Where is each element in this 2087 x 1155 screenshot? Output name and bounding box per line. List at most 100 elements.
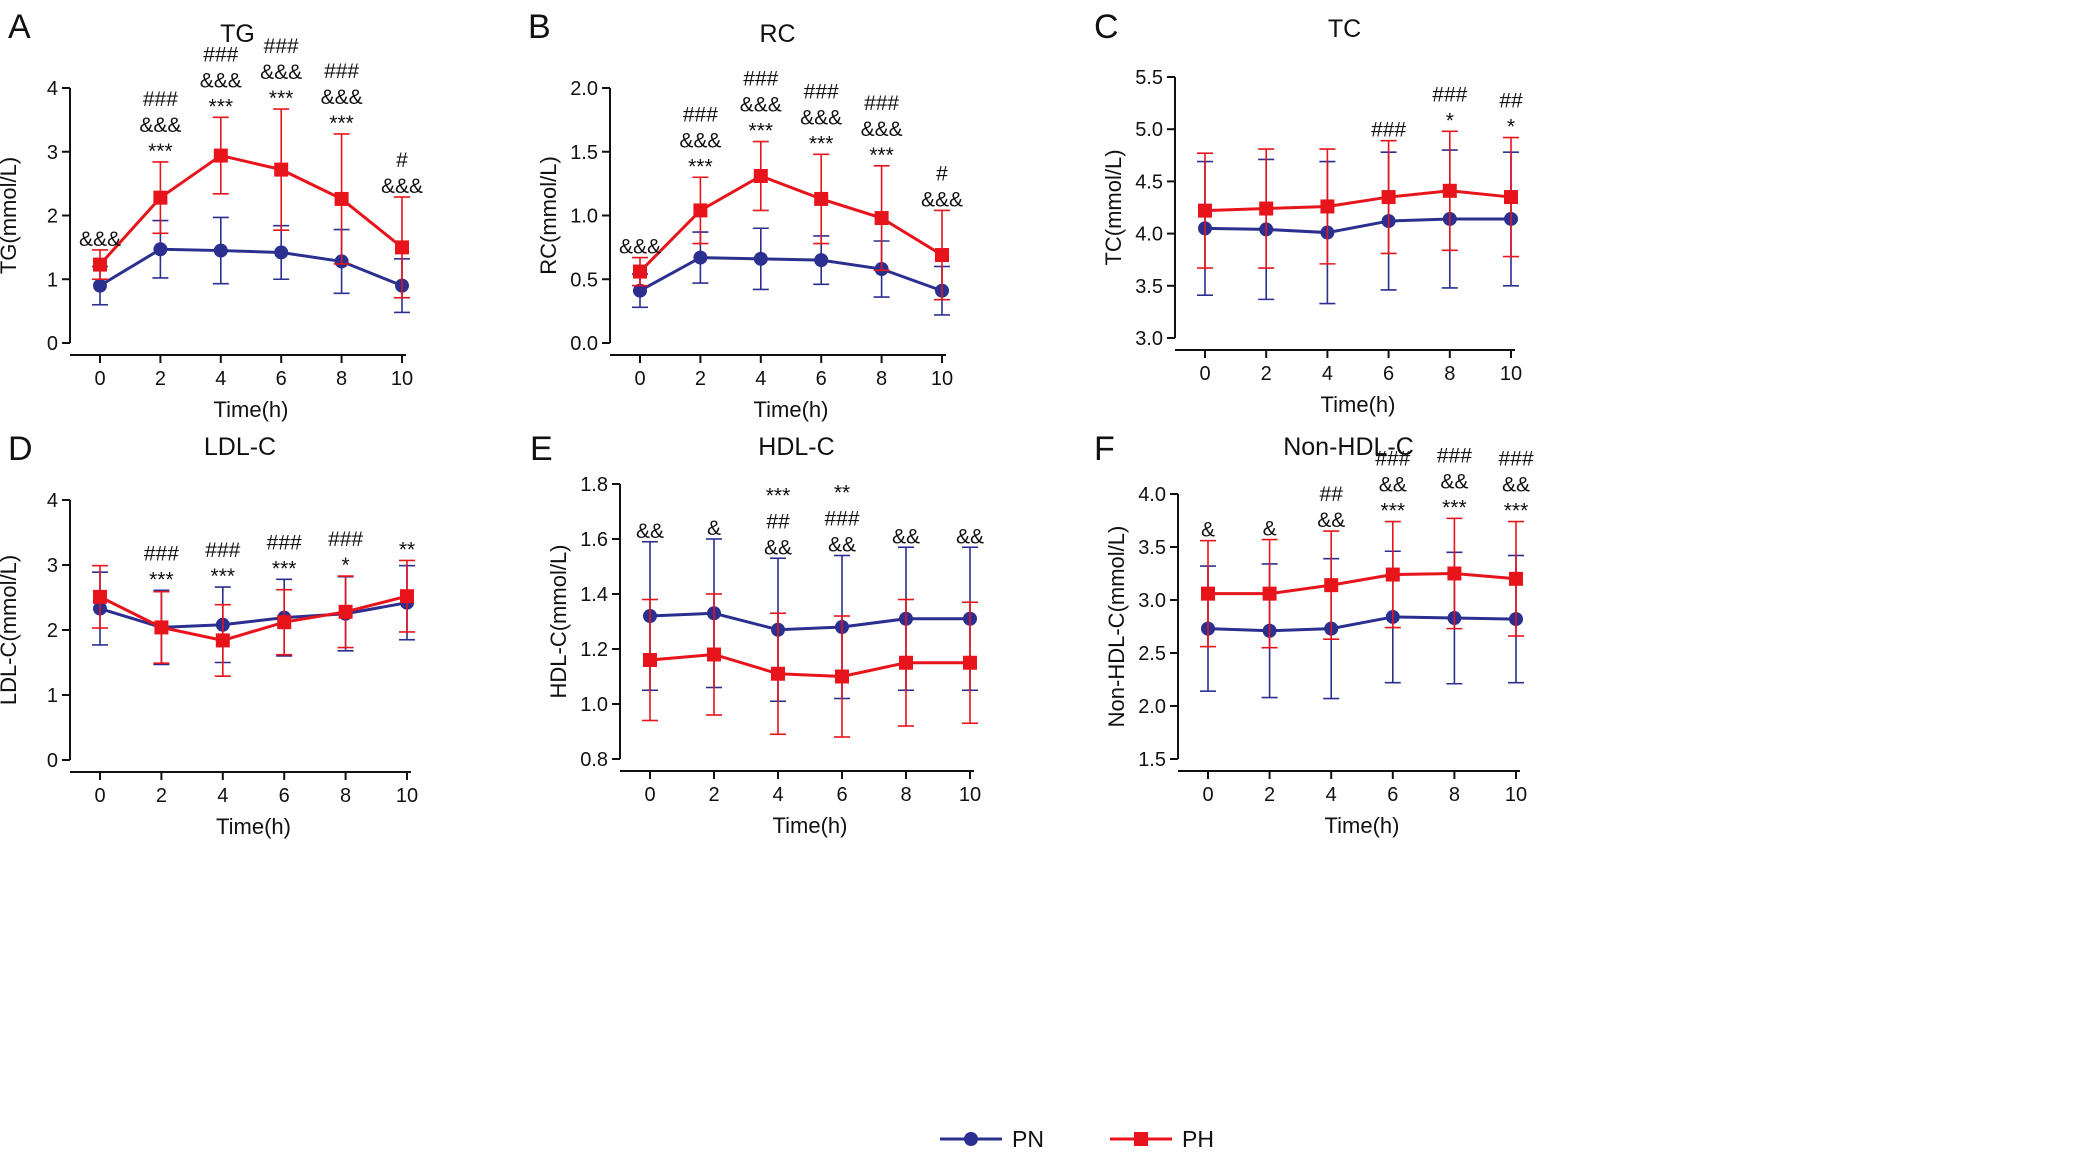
significance-label: ### bbox=[267, 531, 302, 554]
x-tick-label: 8 bbox=[340, 785, 351, 807]
series-pn bbox=[1200, 550, 1524, 700]
significance-label: *** bbox=[869, 144, 894, 167]
significance-label: ### bbox=[1498, 448, 1533, 471]
panel-e: E HDL-C 0.8 1.0 1.2 1.4 1.6 1.8 HDL-C(mmol/L) 0 2 4… bbox=[530, 430, 984, 838]
chart-title: RC bbox=[759, 20, 795, 48]
significance-label: && bbox=[1379, 474, 1407, 497]
data-point-ph bbox=[93, 257, 107, 272]
x-tick-label: 2 bbox=[695, 368, 706, 390]
y-tick-label: 3 bbox=[47, 142, 58, 164]
significance-label: ### bbox=[1375, 448, 1410, 471]
x-tick-label: 6 bbox=[1383, 363, 1394, 385]
series-ph bbox=[642, 593, 978, 738]
significance-label: *** bbox=[148, 140, 173, 163]
significance-label: *** bbox=[209, 95, 234, 118]
significance-label: ### bbox=[743, 68, 778, 91]
x-axis-label: Time(h) bbox=[1325, 813, 1400, 838]
x-tick-label: 10 bbox=[959, 784, 981, 806]
x-tick-label: 2 bbox=[156, 785, 167, 807]
significance-label: *** bbox=[809, 132, 834, 155]
significance-label: &&& bbox=[79, 228, 121, 251]
y-tick-label: 1.0 bbox=[570, 206, 598, 228]
x-axis-label: Time(h) bbox=[754, 397, 829, 422]
series-ph bbox=[1197, 130, 1519, 269]
significance-label: # bbox=[396, 149, 408, 172]
data-point-ph bbox=[274, 162, 289, 177]
data-point-pn bbox=[753, 251, 768, 266]
chart-title: HDL-C bbox=[758, 433, 834, 461]
significance-label: &&& bbox=[679, 129, 721, 152]
x-axis-label: Time(h) bbox=[214, 397, 289, 422]
significance-label: &&& bbox=[800, 106, 842, 129]
data-point-ph bbox=[693, 203, 708, 218]
significance-label: ## bbox=[766, 510, 790, 533]
data-point-pn bbox=[274, 245, 289, 260]
significance-label: *** bbox=[149, 568, 174, 591]
y-tick-label: 3.5 bbox=[1135, 276, 1163, 298]
legend-marker bbox=[1134, 1132, 1148, 1146]
significance-label: && bbox=[828, 534, 856, 557]
series-line bbox=[99, 594, 408, 642]
significance-label: && bbox=[1502, 474, 1530, 497]
series-line bbox=[638, 174, 943, 273]
data-point-ph bbox=[215, 633, 230, 648]
significance-label: ## bbox=[1320, 483, 1344, 506]
data-point-ph bbox=[1262, 586, 1277, 601]
data-point-ph bbox=[277, 615, 292, 630]
data-point-pn bbox=[633, 283, 647, 298]
y-axis-label: Non-HDL-C(mmol/L) bbox=[1104, 526, 1129, 728]
y-tick-label: 2 bbox=[47, 620, 58, 642]
series-ph bbox=[92, 559, 415, 677]
series-pn bbox=[92, 564, 415, 666]
data-point-ph bbox=[154, 620, 169, 635]
data-point-ph bbox=[1198, 203, 1212, 218]
significance-label: ** bbox=[399, 538, 415, 561]
significance-label: *** bbox=[329, 112, 354, 135]
legend-item-ph: PH bbox=[1110, 1126, 1214, 1152]
x-tick-label: 10 bbox=[391, 368, 413, 390]
panel-letter: C bbox=[1094, 8, 1119, 46]
y-axis-label: LDL-C(mmol/L) bbox=[0, 555, 21, 705]
x-tick-label: 10 bbox=[1500, 363, 1522, 385]
y-tick-label: 5.5 bbox=[1135, 67, 1163, 89]
significance-label: &&& bbox=[921, 188, 963, 211]
significance-label: &&& bbox=[740, 94, 782, 117]
data-point-ph bbox=[963, 655, 977, 670]
chart-title: TG bbox=[220, 20, 255, 48]
significance-label: ### bbox=[1371, 119, 1406, 142]
y-axis-label: HDL-C(mmol/L) bbox=[546, 545, 571, 699]
significance-label: &&& bbox=[139, 114, 181, 137]
data-point-pn bbox=[93, 278, 107, 293]
y-axis-label: TG(mmol/L) bbox=[0, 157, 21, 274]
x-tick-label: 0 bbox=[94, 368, 105, 390]
series-line bbox=[1204, 217, 1511, 235]
legend-label: PN bbox=[1012, 1126, 1044, 1152]
legend-item-pn: PN bbox=[940, 1126, 1044, 1152]
chart-title: LDL-C bbox=[204, 433, 276, 461]
significance-label: * bbox=[342, 554, 350, 577]
x-tick-label: 4 bbox=[772, 784, 783, 806]
x-tick-label: 10 bbox=[1505, 784, 1527, 806]
data-point-pn bbox=[213, 243, 228, 258]
y-tick-label: 5.0 bbox=[1135, 119, 1163, 141]
significance-label: && bbox=[636, 520, 664, 543]
significance-label: *** bbox=[1381, 500, 1406, 523]
series-line bbox=[1204, 189, 1512, 213]
series-line bbox=[98, 153, 403, 266]
data-point-ph bbox=[395, 240, 409, 255]
x-tick-label: 0 bbox=[94, 785, 105, 807]
series-pn bbox=[632, 227, 950, 316]
data-point-ph bbox=[1442, 183, 1457, 198]
data-point-ph bbox=[1201, 586, 1215, 601]
data-point-ph bbox=[935, 248, 949, 263]
series-line bbox=[649, 611, 970, 632]
y-tick-label: 1.5 bbox=[570, 142, 598, 164]
panel-f: F Non-HDL-C 1.5 2.0 2.5 3.0 3.5 4.0 Non-HDL-C(mm… bbox=[1094, 430, 1534, 838]
x-tick-label: 0 bbox=[1199, 363, 1210, 385]
x-tick-label: 2 bbox=[155, 368, 166, 390]
significance-label: *** bbox=[1504, 500, 1529, 523]
x-tick-label: 2 bbox=[708, 784, 719, 806]
data-point-pn bbox=[153, 242, 168, 257]
x-tick-label: 8 bbox=[900, 784, 911, 806]
data-point-ph bbox=[338, 604, 353, 619]
